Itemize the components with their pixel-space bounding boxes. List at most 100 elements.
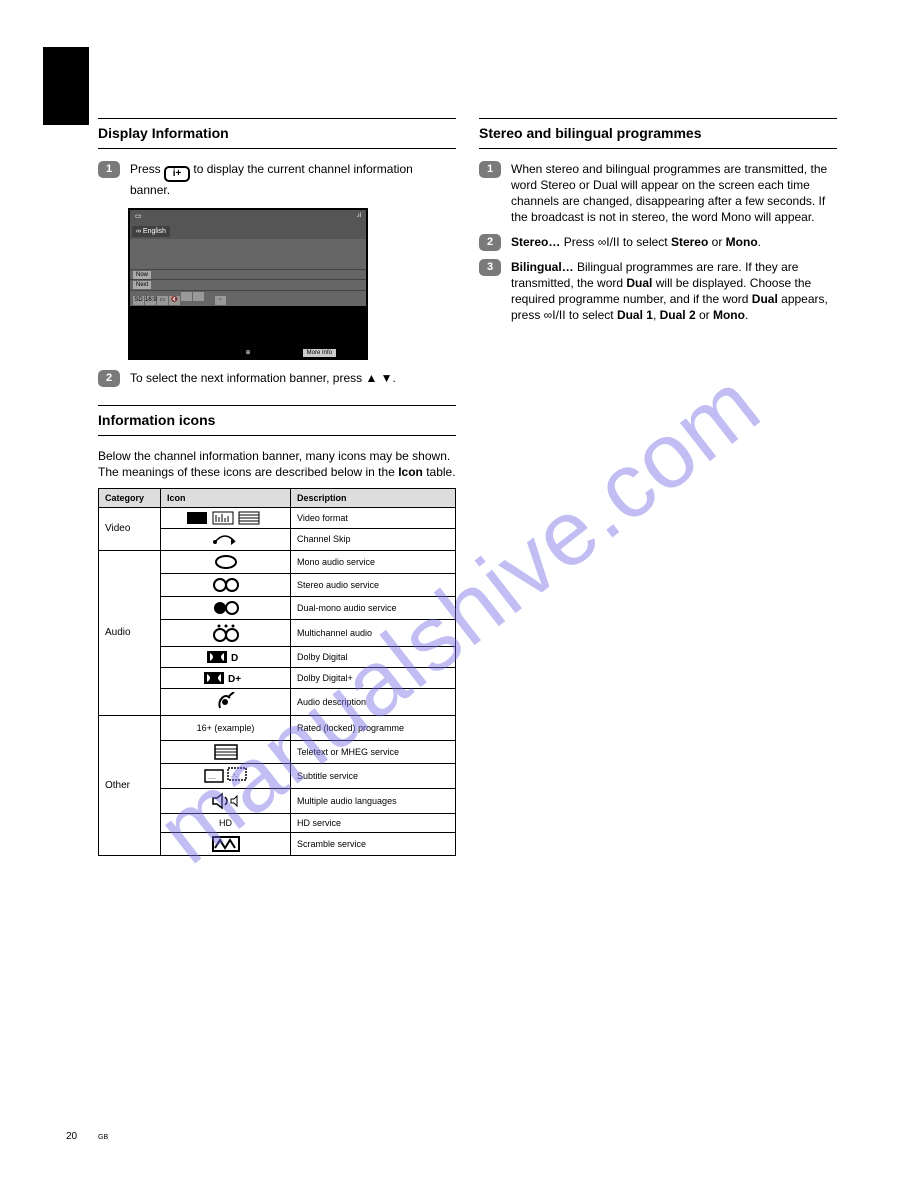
tv-icon-7: ▫ xyxy=(215,296,226,305)
teletext-desc: Teletext or MHEG service xyxy=(291,741,456,764)
tv-lang-label: ∞ English xyxy=(132,226,170,237)
tv-more-info-btn: More Info xyxy=(303,349,336,357)
step-number-icon: 2 xyxy=(479,234,501,251)
intro-c: table. xyxy=(423,465,456,479)
r2-d: or xyxy=(708,235,725,249)
dual-mono-desc: Dual-mono audio service xyxy=(291,596,456,619)
left-column: Display Information 1 Press i+ to displa… xyxy=(98,118,456,856)
multi-audio-icon xyxy=(161,789,291,814)
svg-text:....: .... xyxy=(208,774,216,781)
svg-text:D+: D+ xyxy=(228,674,241,685)
multi-audio-desc: Multiple audio languages xyxy=(291,789,456,814)
step-number-icon: 2 xyxy=(98,370,120,387)
r2-e: Mono xyxy=(726,235,758,249)
tv-osd-screenshot: ▭.ıl ∞ English Now Next SD16:9▭🔇▫ ⊕ More… xyxy=(128,208,368,360)
teletext-icon xyxy=(161,741,291,764)
channel-skip-icon xyxy=(161,529,291,550)
step-1-text: Press i+ to display the current channel … xyxy=(130,161,456,198)
stereo-desc: Stereo audio service xyxy=(291,573,456,596)
tv-lang-row: ∞ English xyxy=(130,224,366,239)
subtitle-icon: .... .-. xyxy=(161,764,291,789)
r3-k: Mono xyxy=(713,308,745,322)
mono-icon xyxy=(161,550,291,573)
th-icon: Icon xyxy=(161,489,291,508)
tv-icon-6 xyxy=(193,292,204,301)
info-plus-icon: i+ xyxy=(164,166,190,182)
table-row: Other 16+ (example) Rated (locked) progr… xyxy=(99,715,456,740)
rated-desc: Rated (locked) programme xyxy=(291,715,456,740)
rated-icon: 16+ (example) xyxy=(161,715,291,740)
stereo-icon xyxy=(161,573,291,596)
tv-foot-center-icon: ⊕ xyxy=(245,350,250,356)
scramble-desc: Scramble service xyxy=(291,833,456,856)
step-r1-text: When stereo and bilingual programmes are… xyxy=(511,161,837,226)
cat-other: Other xyxy=(99,715,161,855)
step-number-icon: 1 xyxy=(98,161,120,178)
cat-video: Video xyxy=(99,508,161,550)
r3-a: Bilingual… xyxy=(511,260,574,274)
hd-desc: HD service xyxy=(291,814,456,833)
th-category: Category xyxy=(99,489,161,508)
region-code: GB xyxy=(98,1133,108,1142)
r2-f: . xyxy=(758,235,761,249)
table-header-row: Category Icon Description xyxy=(99,489,456,508)
subtitle-desc: Subtitle service xyxy=(291,764,456,789)
r3-i: Dual 2 xyxy=(660,308,696,322)
step-number-icon: 1 xyxy=(479,161,501,178)
svg-text:.-.: .-. xyxy=(231,772,237,779)
right-column: Stereo and bilingual programmes 1 When s… xyxy=(479,118,837,331)
r3-h: , xyxy=(653,308,660,322)
tv-ratio-icon: 16:9 xyxy=(145,296,156,305)
r3-g: Dual 1 xyxy=(617,308,653,322)
step-r3: 3 Bilingual… Bilingual programmes are ra… xyxy=(479,259,837,324)
dolby-dplus-icon: D+ xyxy=(161,667,291,688)
tv-icon-4: 🔇 xyxy=(169,296,180,305)
video-format-icon xyxy=(161,508,291,529)
table-row: Video Video format xyxy=(99,508,456,529)
cat-audio: Audio xyxy=(99,550,161,715)
mono-desc: Mono audio service xyxy=(291,550,456,573)
tv-next-tag: Next xyxy=(133,281,151,289)
tv-spacer xyxy=(130,239,366,269)
dolby-dplus-desc: Dolby Digital+ xyxy=(291,667,456,688)
info-icons-intro: Below the channel information banner, ma… xyxy=(98,448,456,480)
tv-sd-icon: SD xyxy=(133,296,144,305)
step-number-icon: 3 xyxy=(479,259,501,276)
page-number: 20 xyxy=(66,1130,77,1144)
page-tab xyxy=(43,47,89,125)
r3-c: Dual xyxy=(626,276,652,290)
info-icons-heading: Information icons xyxy=(98,405,456,436)
tv-icon-3: ▭ xyxy=(157,296,168,305)
tv-now-row: Now xyxy=(130,269,366,279)
intro-b: Icon xyxy=(398,465,423,479)
tv-now-tag: Now xyxy=(133,271,151,279)
r3-l: . xyxy=(745,308,748,322)
r3-e: Dual xyxy=(752,292,778,306)
scramble-icon xyxy=(161,833,291,856)
step-r3-text: Bilingual… Bilingual programmes are rare… xyxy=(511,259,837,324)
audio-desc-desc: Audio description xyxy=(291,688,456,715)
r3-j: or xyxy=(696,308,713,322)
stereo-heading: Stereo and bilingual programmes xyxy=(479,118,837,149)
tv-icon-row: SD16:9▭🔇 ▫ xyxy=(130,290,366,306)
table-row: Audio Mono audio service xyxy=(99,550,456,573)
tv-icon-5 xyxy=(181,292,192,301)
video-format-desc: Video format xyxy=(291,508,456,529)
tv-next-row: Next xyxy=(130,279,366,289)
step-2: 2 To select the next information banner,… xyxy=(98,370,456,387)
dolby-d-desc: Dolby Digital xyxy=(291,646,456,667)
dual-mono-icon xyxy=(161,596,291,619)
step-r1: 1 When stereo and bilingual programmes a… xyxy=(479,161,837,226)
tv-black-area xyxy=(130,306,366,348)
step1-text-a: Press xyxy=(130,162,164,176)
channel-skip-desc: Channel Skip xyxy=(291,529,456,550)
step-1: 1 Press i+ to display the current channe… xyxy=(98,161,456,198)
th-description: Description xyxy=(291,489,456,508)
step-r2: 2 Stereo… Press ∞I/II to select Stereo o… xyxy=(479,234,837,251)
multichannel-desc: Multichannel audio xyxy=(291,619,456,646)
r2-c: Stereo xyxy=(671,235,708,249)
display-info-heading: Display Information xyxy=(98,118,456,149)
multichannel-icon xyxy=(161,619,291,646)
icon-table: Category Icon Description Video Video fo… xyxy=(98,488,456,856)
dolby-d-icon: D xyxy=(161,646,291,667)
